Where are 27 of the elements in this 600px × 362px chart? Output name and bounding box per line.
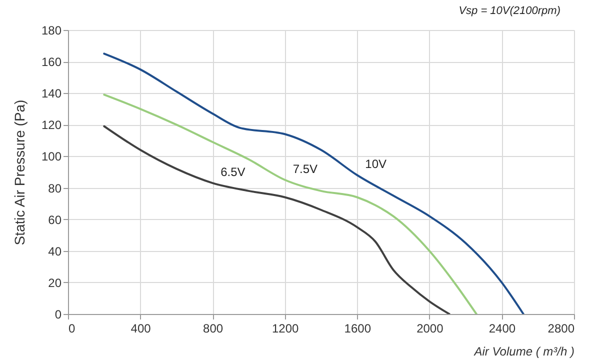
x-tick-label: 0 [68, 322, 76, 336]
y-tick-label: 180 [41, 24, 62, 38]
y-tick-label: 80 [48, 181, 62, 196]
line-series [103, 52, 524, 314]
x-tick-label: 400 [130, 322, 152, 336]
y-axis-title: Static Air Pressure (Pa) [11, 100, 28, 246]
annotation: 7.5V [292, 162, 318, 176]
y-tick-label: 100 [41, 150, 62, 164]
line-series [103, 94, 478, 314]
annotation: 10V [365, 157, 386, 172]
line-series [103, 125, 450, 314]
x-tick-label: 2000 [416, 322, 444, 336]
annotation: 6.5V [220, 165, 246, 180]
y-tick-label: 120 [41, 118, 62, 132]
x-tick-label: 1600 [344, 322, 372, 336]
y-tick-label: 40 [48, 244, 62, 258]
y-tick-label: 160 [41, 55, 62, 70]
chart-title: Vsp = 10V(2100rpm) [458, 5, 561, 17]
x-tick-label: 2800 [548, 322, 575, 336]
x-tick-label: 2400 [488, 322, 516, 336]
y-tick-label: 140 [41, 86, 62, 101]
x-tick-label: 800 [203, 322, 224, 336]
x-tick-label: 1200 [272, 322, 300, 336]
y-tick-label: 20 [48, 276, 62, 290]
x-axis-title: Air Volume ( m³/h ) [473, 344, 574, 358]
y-tick-label: 0 [54, 308, 62, 322]
y-tick-label: 60 [48, 212, 62, 227]
